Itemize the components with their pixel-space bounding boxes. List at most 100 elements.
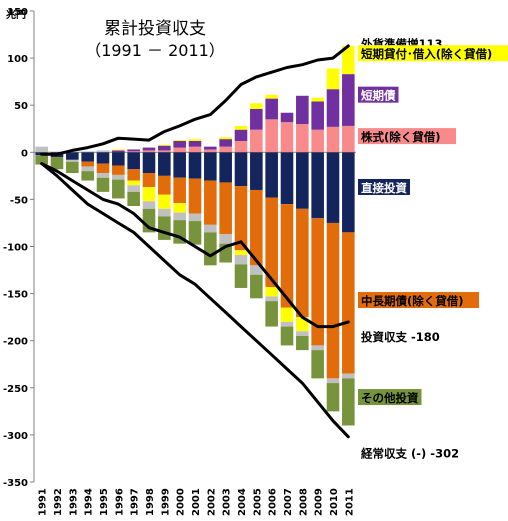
bar-segment bbox=[219, 146, 232, 153]
bar-segment bbox=[219, 234, 232, 244]
bar-segment bbox=[250, 108, 263, 130]
bar-segment bbox=[234, 250, 248, 255]
bar-segment bbox=[188, 221, 202, 245]
bar-series bbox=[35, 45, 355, 426]
bar-segment bbox=[234, 264, 248, 288]
y-tick-label: -200 bbox=[3, 337, 28, 348]
bar-segment bbox=[296, 124, 309, 153]
bar-segment bbox=[265, 152, 278, 198]
bar-segment bbox=[204, 152, 217, 181]
bar-segment bbox=[142, 187, 156, 202]
bar-segment bbox=[112, 149, 125, 151]
bar-segment bbox=[81, 161, 94, 167]
y-tick-label: -300 bbox=[3, 431, 28, 442]
bar-segment bbox=[50, 157, 64, 170]
bar-segment bbox=[250, 129, 263, 153]
bar-segment bbox=[81, 166, 94, 172]
bar-segment bbox=[296, 95, 309, 125]
bar-segment bbox=[219, 139, 232, 147]
series-label: 投資収支 -180 bbox=[361, 330, 440, 344]
bar-segment bbox=[234, 129, 248, 141]
x-tick-label: 2001 bbox=[191, 488, 202, 516]
bar-segment bbox=[158, 150, 171, 153]
bar-segment bbox=[250, 274, 263, 299]
series-label: 経常収支 (-) -302 bbox=[361, 447, 459, 461]
bar-segment bbox=[280, 152, 294, 205]
x-tick-label: 1992 bbox=[53, 488, 64, 516]
bar-segment bbox=[326, 68, 340, 90]
bar-segment bbox=[342, 232, 355, 374]
bar-segment bbox=[158, 216, 171, 240]
bar-segment bbox=[173, 152, 186, 178]
bar-segment bbox=[326, 378, 340, 384]
x-tick-label: 2011 bbox=[344, 488, 355, 516]
bar-segment bbox=[142, 201, 156, 209]
series-label: 短期貸付･借入(除く貸借) bbox=[361, 47, 492, 61]
bar-segment bbox=[188, 178, 202, 214]
bar-segment bbox=[188, 140, 202, 147]
bar-segment bbox=[127, 185, 140, 192]
y-tick-label: -100 bbox=[3, 243, 28, 254]
bar-segment bbox=[112, 152, 125, 166]
bar-segment bbox=[173, 140, 186, 148]
bar-segment bbox=[35, 155, 48, 165]
bar-segment bbox=[127, 169, 140, 181]
x-tick-label: 2007 bbox=[283, 488, 294, 516]
bar-segment bbox=[311, 101, 324, 130]
line-series bbox=[40, 44, 350, 439]
bar-segment bbox=[280, 307, 294, 322]
bar-segment bbox=[280, 321, 294, 327]
y-tick-label: 150 bbox=[7, 7, 28, 18]
bar-segment bbox=[234, 125, 248, 130]
y-unit-label: 兆円 bbox=[6, 8, 26, 21]
label-background bbox=[358, 292, 479, 309]
bar-segment bbox=[188, 146, 202, 153]
bar-segment bbox=[81, 171, 94, 181]
bar-segment bbox=[66, 152, 79, 160]
bar-segment bbox=[204, 149, 217, 153]
bar-segment bbox=[81, 151, 94, 153]
bar-segment bbox=[142, 147, 156, 151]
x-tick-label: 2002 bbox=[206, 488, 217, 516]
bar-segment bbox=[342, 152, 355, 233]
y-tick-label: -250 bbox=[3, 384, 28, 395]
bar-segment bbox=[265, 98, 278, 120]
x-tick-label: 2006 bbox=[268, 488, 279, 516]
y-tick-label: -350 bbox=[3, 478, 28, 489]
bar-segment bbox=[158, 145, 171, 151]
x-tick-label: 1994 bbox=[84, 488, 95, 516]
x-tick-label: 1993 bbox=[68, 488, 79, 516]
bar-segment bbox=[173, 147, 186, 153]
bar-segment bbox=[311, 152, 324, 219]
x-tick-label: 1997 bbox=[130, 488, 141, 516]
label-background bbox=[358, 86, 399, 103]
bar-segment bbox=[265, 287, 278, 297]
bar-segment bbox=[342, 373, 355, 379]
x-tick-label: 2000 bbox=[176, 488, 187, 516]
x-tick-label: 1996 bbox=[114, 488, 125, 516]
y-tick-label: 0 bbox=[21, 148, 28, 159]
bar-segment bbox=[127, 180, 140, 186]
line-series-path bbox=[40, 44, 350, 156]
bar-segment bbox=[188, 213, 202, 222]
chart-subtitle: （1991 － 2011） bbox=[85, 41, 225, 60]
bar-segment bbox=[112, 179, 125, 199]
bar-segment bbox=[188, 152, 202, 179]
x-tick-label: 1999 bbox=[160, 488, 171, 516]
bar-segment bbox=[296, 208, 309, 318]
bar-segment bbox=[280, 204, 294, 308]
bar-segment bbox=[142, 152, 156, 174]
y-tick-label: 50 bbox=[14, 101, 28, 112]
bar-segment bbox=[250, 103, 263, 109]
bar-segment bbox=[204, 232, 217, 266]
bar-segment bbox=[204, 224, 217, 233]
bar-segment bbox=[280, 326, 294, 346]
bar-segment bbox=[265, 197, 278, 288]
bar-segment bbox=[127, 191, 140, 206]
bar-segment bbox=[142, 173, 156, 188]
bar-segment bbox=[250, 152, 263, 190]
bar-segment bbox=[342, 125, 355, 153]
series-label: 中長期債(除く貸借) bbox=[361, 294, 464, 308]
bar-segment bbox=[219, 137, 232, 140]
